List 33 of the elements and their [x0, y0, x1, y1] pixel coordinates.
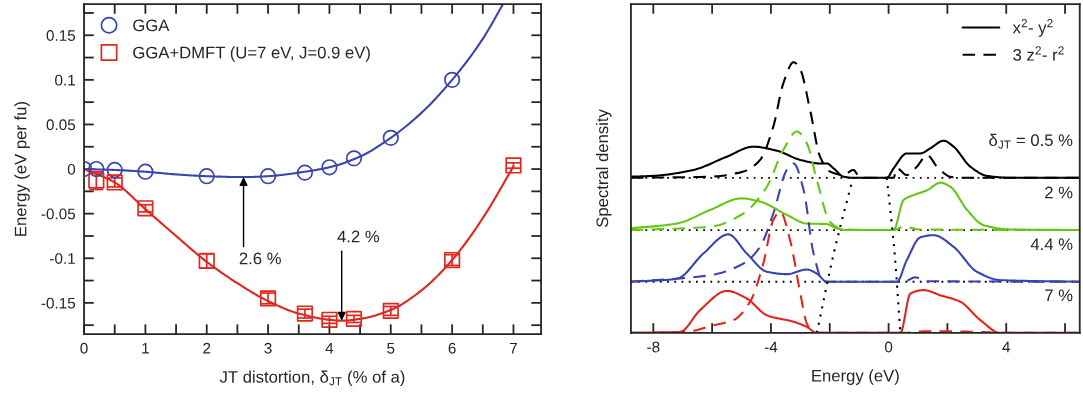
- y-axis-title: Energy (eV per fu): [14, 102, 30, 236]
- y-tick-label: -0.1: [50, 253, 75, 264]
- x-tick-label: 7: [510, 342, 517, 354]
- y-tick-label: 0: [67, 163, 76, 175]
- x-tick-label: -8: [647, 341, 660, 353]
- x-tick-label: 5: [387, 342, 395, 354]
- annotation: 4.4 %: [1030, 238, 1073, 251]
- x-tick-label: 0: [884, 341, 893, 353]
- annotation: 2 %: [1045, 186, 1073, 199]
- x-tick-label: 4: [325, 342, 334, 354]
- y-axis-title: Spectral density: [595, 109, 612, 227]
- x-tick-label: 2: [203, 342, 211, 354]
- annotation: 2.6 %: [239, 252, 281, 265]
- y-tick-label: 0.05: [46, 119, 76, 131]
- x-tick-label: 6: [448, 342, 456, 354]
- x-tick-label: 3: [264, 342, 272, 354]
- x-axis-title: Energy (eV): [812, 369, 899, 385]
- x-tick-label: 4: [1002, 341, 1011, 353]
- y-tick-label: 0.15: [46, 30, 76, 41]
- x-tick-label: -4: [764, 341, 778, 353]
- x-axis-title: JT distortion, δ$_{JT}$ (% of a): [219, 370, 405, 387]
- legend-label: GGA: [133, 19, 170, 32]
- y-tick-label: 0.1: [55, 74, 75, 86]
- x-tick-label: 0: [80, 342, 88, 354]
- annotation: 4.2 %: [337, 230, 380, 243]
- x-tick-label: 1: [142, 342, 149, 354]
- legend-label: GGA+DMFT (U=7 eV, J=0.9 eV): [133, 46, 370, 62]
- y-tick-label: -0.05: [41, 208, 76, 220]
- legend-label: 3 z$^{2}$- r$^{2}$: [1013, 46, 1064, 61]
- annotation: δ$_{JT}$ = 0.5 %: [989, 133, 1073, 149]
- legend-label: x$^{2}$- y$^{2}$: [1012, 19, 1053, 37]
- y-tick-label: -0.15: [41, 297, 76, 309]
- annotation: 7 %: [1045, 289, 1073, 302]
